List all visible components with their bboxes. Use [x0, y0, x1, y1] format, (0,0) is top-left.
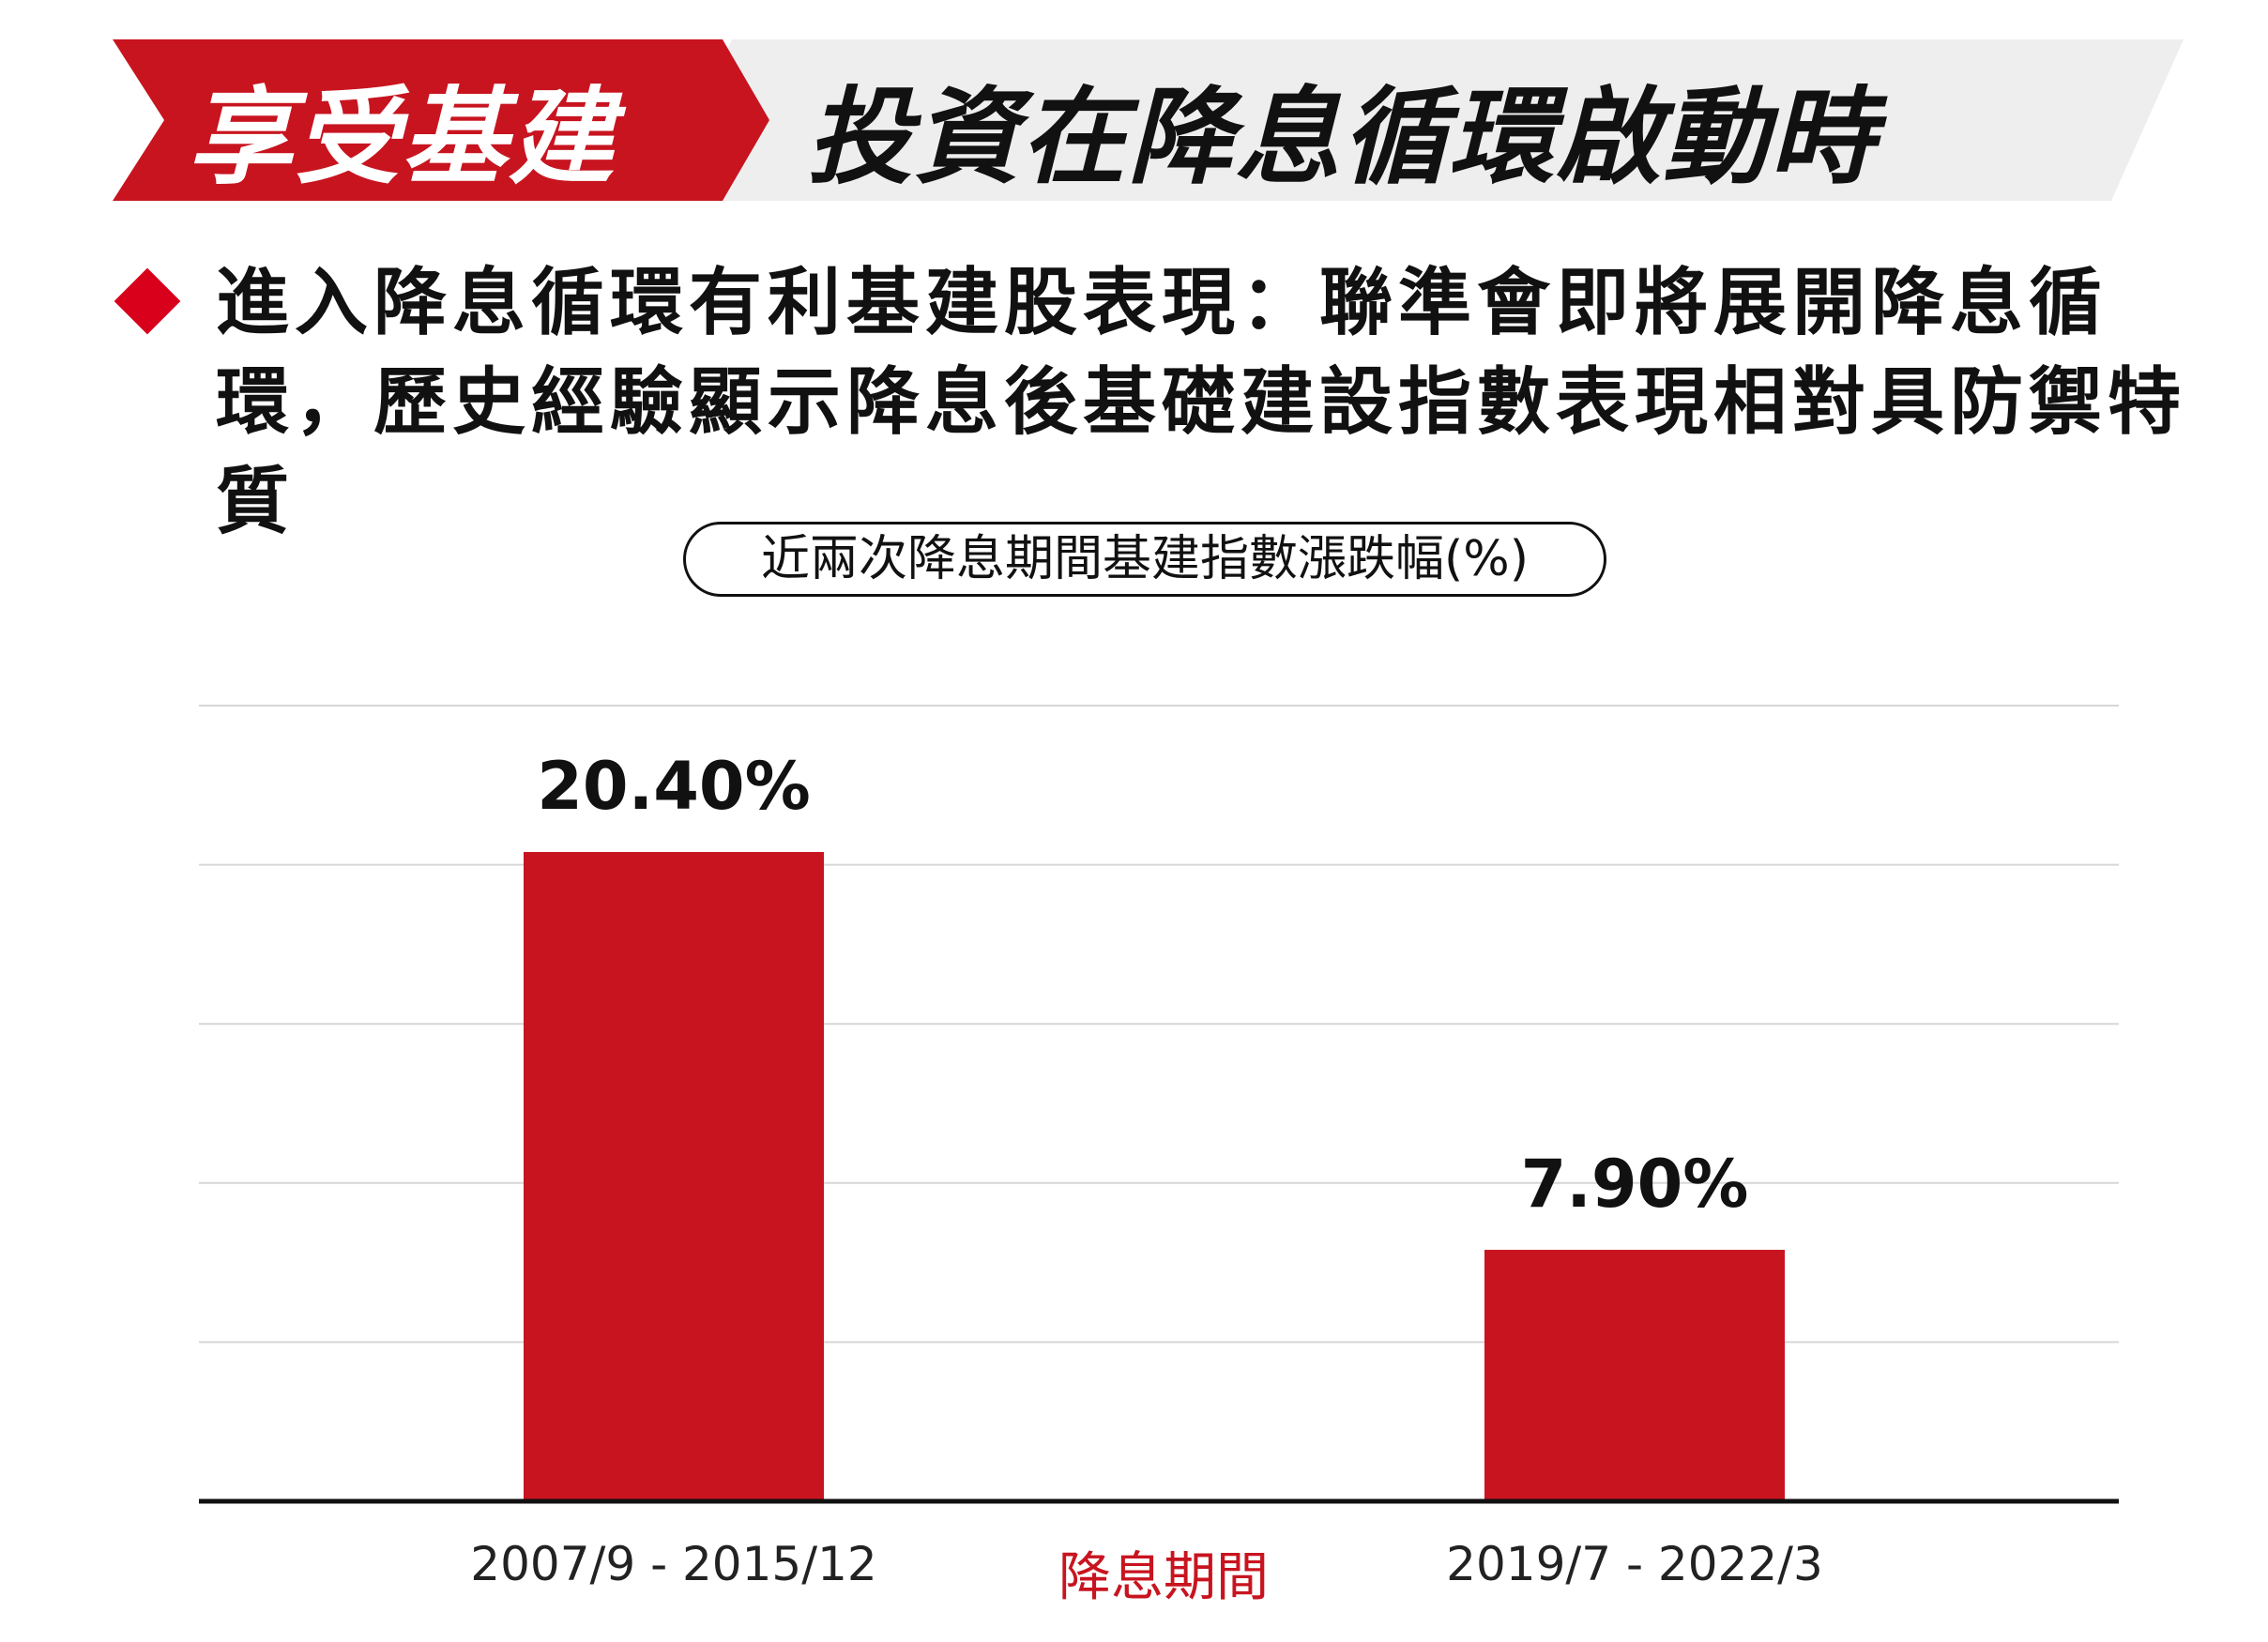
- data-label: 20.40%: [537, 748, 811, 825]
- bar: [524, 852, 824, 1501]
- banner-main-title: 投資在降息循環啟動時: [807, 77, 1877, 199]
- chart-title: 近兩次降息期間基建指數漲跌幅(%): [683, 522, 1606, 597]
- banner-grey-band: [662, 39, 2184, 201]
- bullet-text: 進入降息循環有利基建股表現：聯準會即將展開降息循環，歷史經驗顯示降息後基礎建設指…: [216, 261, 2187, 544]
- title-banner: 享受基建 投資在降息循環啟動時: [0, 0, 2268, 216]
- data-label: 7.90%: [1521, 1146, 1749, 1223]
- banner-shapes: [113, 39, 2184, 201]
- x-axis-title: 降息期間: [1058, 1547, 1269, 1608]
- banner-red-arrow: [113, 39, 769, 201]
- bar: [1484, 1250, 1785, 1501]
- x-tick-label: 2007/9 - 2015/12: [470, 1537, 876, 1591]
- banner-red-title: 享受基建: [188, 77, 616, 199]
- x-tick-label: 2019/7 - 2022/3: [1446, 1537, 1823, 1591]
